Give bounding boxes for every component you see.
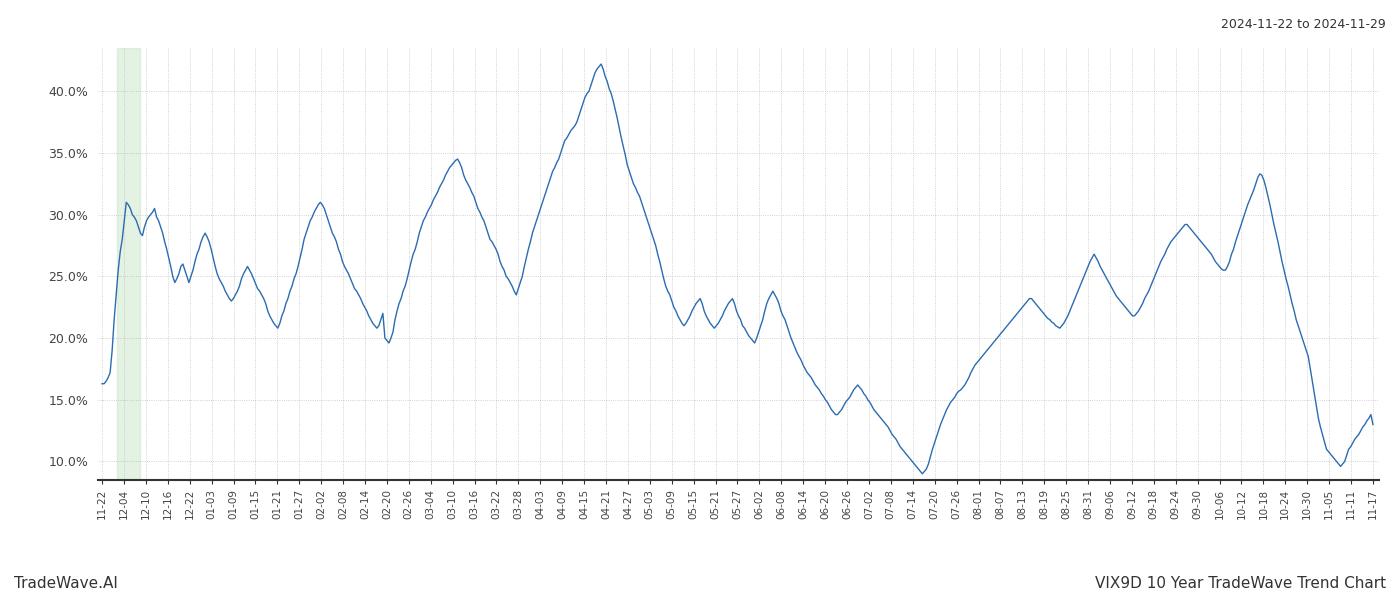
Text: 2024-11-22 to 2024-11-29: 2024-11-22 to 2024-11-29 xyxy=(1221,18,1386,31)
Text: TradeWave.AI: TradeWave.AI xyxy=(14,576,118,591)
Text: VIX9D 10 Year TradeWave Trend Chart: VIX9D 10 Year TradeWave Trend Chart xyxy=(1095,576,1386,591)
Bar xyxy=(118,48,140,480)
